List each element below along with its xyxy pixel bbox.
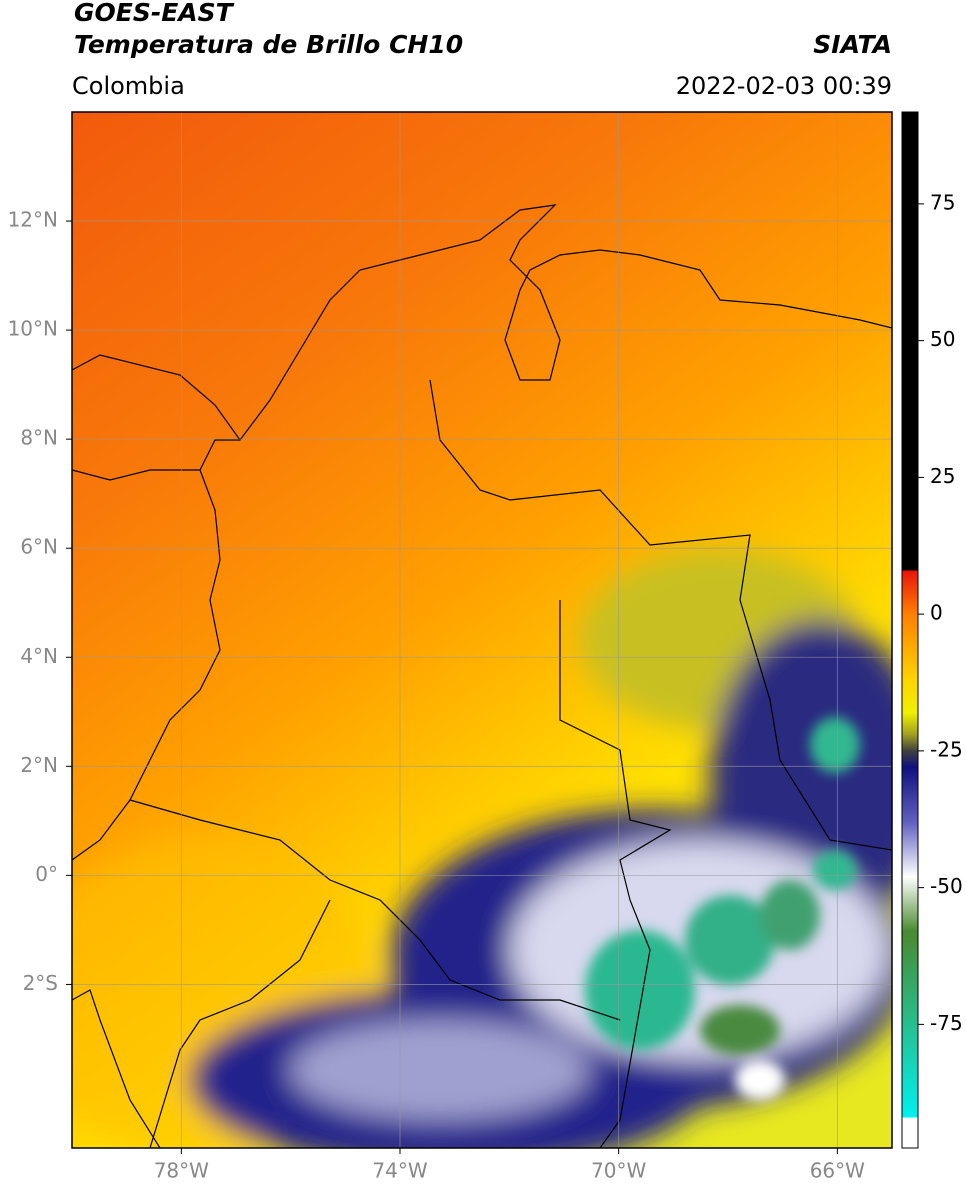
colorbar: [901, 111, 919, 1149]
subtitle: Temperatura de Brillo CH10: [74, 30, 463, 59]
y-tick-label: 2°N: [20, 753, 58, 777]
plot-frame: [71, 111, 893, 1149]
grid: [72, 112, 892, 1148]
title: GOES-EAST: [74, 0, 235, 27]
region: Colombia: [72, 72, 185, 100]
x-tick-label: 70°W: [591, 1159, 646, 1183]
colorbar-tick-label: -25: [930, 737, 963, 761]
colorbar-tick-label: 75: [930, 190, 955, 214]
y-tick-label: 0°: [35, 862, 58, 886]
colorbar-tick-label: 0: [930, 601, 943, 625]
source: SIATA: [813, 30, 892, 59]
y-tick-label: 10°N: [8, 317, 58, 341]
colorbar-tick-label: 50: [930, 327, 955, 351]
x-tick-label: 66°W: [810, 1159, 865, 1183]
y-tick-label: 8°N: [20, 426, 58, 450]
y-tick-label: 4°N: [20, 644, 58, 668]
y-tick-label: 12°N: [8, 208, 58, 232]
satellite-image: [72, 112, 892, 1148]
colorbar-tick-label: 25: [930, 464, 955, 488]
x-tick-label: 78°W: [154, 1159, 209, 1183]
datetime: 2022-02-03 00:39: [676, 72, 892, 100]
colorbar-tick-label: -75: [930, 1011, 963, 1035]
y-tick-label: 2°S: [23, 971, 58, 995]
x-tick-label: 74°W: [372, 1159, 427, 1183]
y-tick-label: 6°N: [20, 535, 58, 559]
colorbar-tick-label: -50: [930, 874, 963, 898]
